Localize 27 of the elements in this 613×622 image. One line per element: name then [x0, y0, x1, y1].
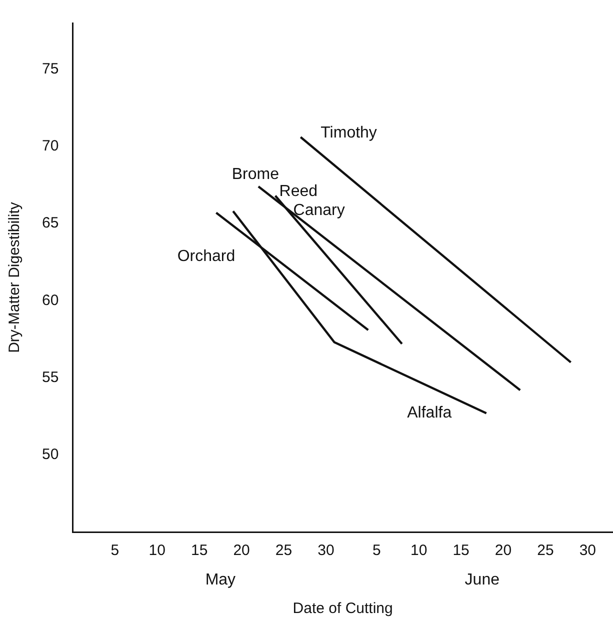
x-tick-label: 5 — [372, 542, 381, 560]
x-tick-label: 25 — [275, 542, 292, 560]
text: June — [464, 571, 500, 588]
y-tick-label: 55 — [42, 368, 59, 386]
series-label: Reed Canary — [279, 183, 345, 220]
x-tick-label: 5 — [110, 542, 120, 560]
y-tick-label: 60 — [42, 292, 59, 309]
x-tick-label: 25 — [537, 542, 554, 560]
series-label: Alfalfa — [407, 404, 452, 422]
x-tick-label: 15 — [452, 542, 470, 560]
x-axis-title: Date of Cutting — [292, 600, 393, 618]
x-tick-label: 10 — [410, 542, 428, 560]
series-label: Brome — [232, 166, 280, 183]
x-tick-label: 20 — [494, 542, 512, 560]
x-tick-label: 15 — [190, 542, 208, 560]
x-tick-label: 10 — [148, 542, 166, 560]
text: May — [205, 571, 236, 588]
y-tick-label: 50 — [42, 446, 59, 464]
x-tick-label: 30 — [579, 542, 596, 560]
series-label: Orchard — [177, 248, 236, 266]
x-tick-label: 30 — [318, 542, 334, 560]
x-tick-label: 20 — [233, 542, 250, 560]
series-label: Timothy — [320, 124, 377, 142]
y-axis-title: Dry-Matter Digestibility — [6, 202, 24, 353]
y-tick-label: 75 — [42, 60, 59, 78]
y-tick-label: 70 — [42, 138, 59, 155]
y-tick-label: 65 — [42, 214, 59, 232]
